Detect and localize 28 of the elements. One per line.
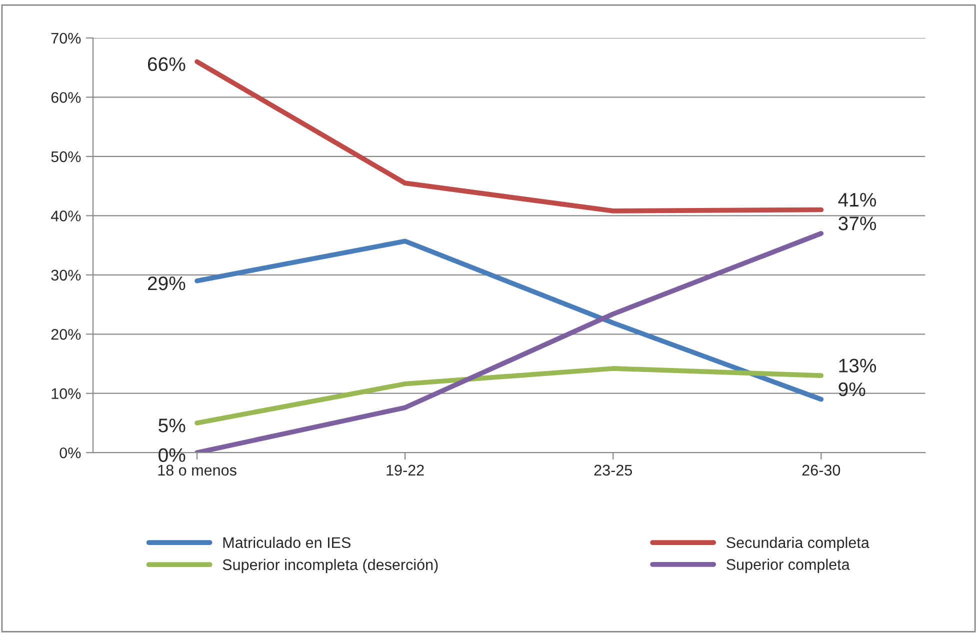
- legend-label: Matriculado en IES: [223, 536, 350, 548]
- line-series: [194, 238, 824, 402]
- line-series: [194, 59, 824, 214]
- data-label: 0%: [158, 448, 186, 462]
- y-tick-label: 60%: [51, 92, 81, 103]
- data-label: 41%: [838, 192, 876, 207]
- line-series: [194, 366, 824, 426]
- data-label: 9%: [838, 382, 866, 396]
- line-series: [194, 231, 824, 453]
- y-tick-label: 0%: [60, 447, 81, 458]
- legend-label: Superior completa: [726, 558, 850, 573]
- data-label: 13%: [839, 358, 876, 372]
- y-tick-label: 30%: [51, 270, 81, 281]
- y-tick-label: 20%: [51, 329, 81, 340]
- y-tick-label: 70%: [51, 32, 81, 44]
- data-label: 66%: [148, 57, 186, 72]
- legend-label: Secundaria completa: [726, 536, 870, 552]
- x-tick-label: 23-25: [594, 464, 632, 476]
- legend-label: Superior incompleta (deserción): [222, 558, 438, 574]
- data-label: 37%: [838, 216, 876, 230]
- data-label: 5%: [158, 418, 186, 432]
- y-tick-label: 10%: [52, 388, 81, 400]
- y-tick-label: 40%: [50, 210, 81, 222]
- y-tick-label: 50%: [51, 151, 81, 162]
- x-tick-label: 19-22: [386, 464, 424, 476]
- x-tick-label: 18 o menos: [158, 464, 236, 476]
- x-tick-label: 26-30: [802, 464, 840, 476]
- data-label: 29%: [148, 276, 186, 290]
